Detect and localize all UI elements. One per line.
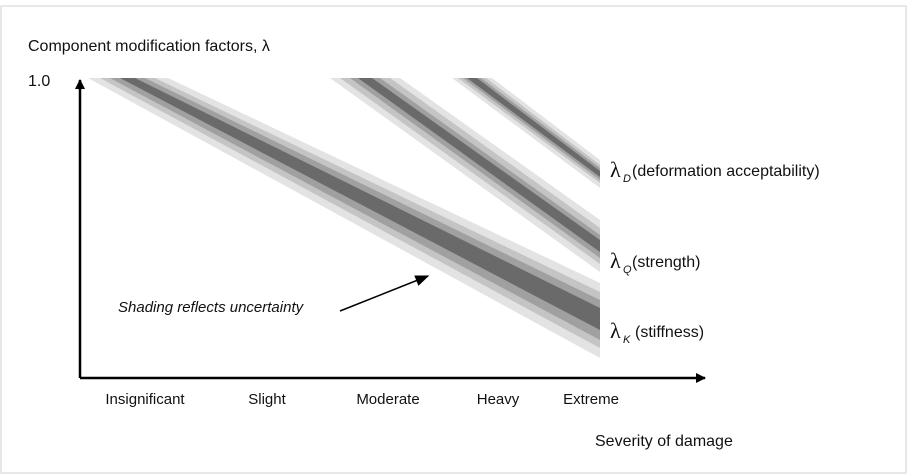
band-layer	[467, 78, 600, 177]
title: Component modification factors, λ	[28, 38, 270, 55]
band-layer	[110, 78, 600, 340]
curve-label: (stiffness)	[635, 324, 704, 341]
uncertainty-bands	[88, 78, 600, 358]
band-layer	[330, 78, 600, 272]
band-layer	[358, 78, 600, 252]
band-layer	[100, 78, 600, 348]
curve-subscript: Q	[623, 264, 632, 276]
curve-label: (deformation acceptability)	[632, 163, 820, 180]
curve-subscript: D	[623, 173, 631, 185]
category: Moderate	[356, 391, 419, 408]
category: Slight	[248, 391, 286, 408]
curve-subscript: K	[623, 334, 631, 346]
category: Heavy	[477, 391, 520, 408]
band-layer	[120, 78, 600, 330]
x-axis-label: Severity of damage	[595, 433, 733, 450]
band-layer	[452, 78, 600, 188]
annotation-arrow	[339, 275, 430, 312]
curve-symbol: λ	[610, 248, 621, 273]
category: Insignificant	[105, 391, 185, 408]
y-top-label: 1.0	[28, 73, 50, 90]
category: Extreme	[563, 391, 619, 408]
band-layer	[463, 78, 600, 180]
curve-symbol: λ	[610, 157, 621, 182]
band-layer	[350, 78, 600, 258]
annotation: Shading reflects uncertainty	[118, 299, 305, 316]
band-layer	[458, 78, 600, 183]
band-layer	[340, 78, 600, 264]
band-layer	[88, 78, 600, 358]
curve-symbol: λ	[610, 318, 621, 343]
curve-label: (strength)	[632, 254, 700, 271]
